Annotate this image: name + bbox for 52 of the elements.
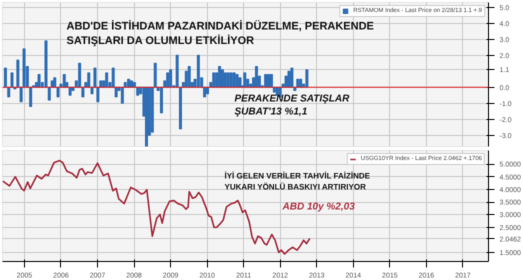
bar: [114, 86, 118, 98]
bar: [176, 54, 179, 88]
bar: [299, 78, 302, 88]
bar: [166, 72, 170, 88]
bar: [78, 62, 82, 88]
bar: [144, 86, 148, 146]
bar: [44, 40, 48, 88]
bar: [7, 86, 10, 98]
bar: [264, 74, 268, 88]
bar: [105, 72, 108, 88]
bar: [130, 80, 133, 88]
annotation: PERAKENDE SATIŞLAR ŞUBAT'13 %1,1: [234, 94, 350, 118]
bar: [236, 74, 239, 88]
bar: [29, 86, 32, 107]
bar: [218, 66, 222, 88]
bar: [254, 66, 258, 88]
bar: [238, 77, 242, 88]
bar: [188, 66, 191, 88]
bar: [38, 74, 41, 88]
bar: [287, 70, 290, 88]
bar: [10, 72, 14, 88]
bar: [22, 48, 26, 88]
bar: [196, 54, 200, 88]
bar: [56, 86, 60, 98]
annotation: ABD'DE İSTİHDAM PAZARINDAKİ DÜZELME, PERAKENDE SATIŞLARI DA OLUMLU ETKİLİYOR: [66, 20, 374, 47]
annotation: ABD 10y %2,03: [282, 202, 356, 212]
bar: [203, 86, 206, 98]
bar: [230, 72, 233, 88]
bar: [305, 69, 308, 88]
bar: [62, 74, 66, 88]
bar: [270, 74, 273, 88]
bar: [136, 86, 140, 96]
bar: [169, 69, 172, 88]
bar: [160, 86, 163, 114]
bar: [232, 72, 236, 88]
bar: [112, 68, 115, 88]
bar: [96, 86, 100, 102]
bar: [127, 78, 130, 88]
bar: [20, 86, 23, 102]
bar: [68, 86, 72, 96]
bar: [53, 77, 56, 88]
bar: [16, 60, 20, 88]
bar: [296, 78, 300, 88]
bar: [81, 86, 84, 98]
bar: [87, 72, 90, 88]
bar: [290, 68, 294, 88]
bar: [212, 72, 216, 88]
bar: [4, 68, 7, 88]
bar: [93, 68, 96, 88]
bar: [178, 86, 182, 130]
bar: [120, 86, 124, 104]
annotation: İYİ GELEN VERİLER TAHVİL FAİZİNDE YUKARI YÖNLÜ BASKIYI ARTIRIYOR: [224, 172, 371, 192]
